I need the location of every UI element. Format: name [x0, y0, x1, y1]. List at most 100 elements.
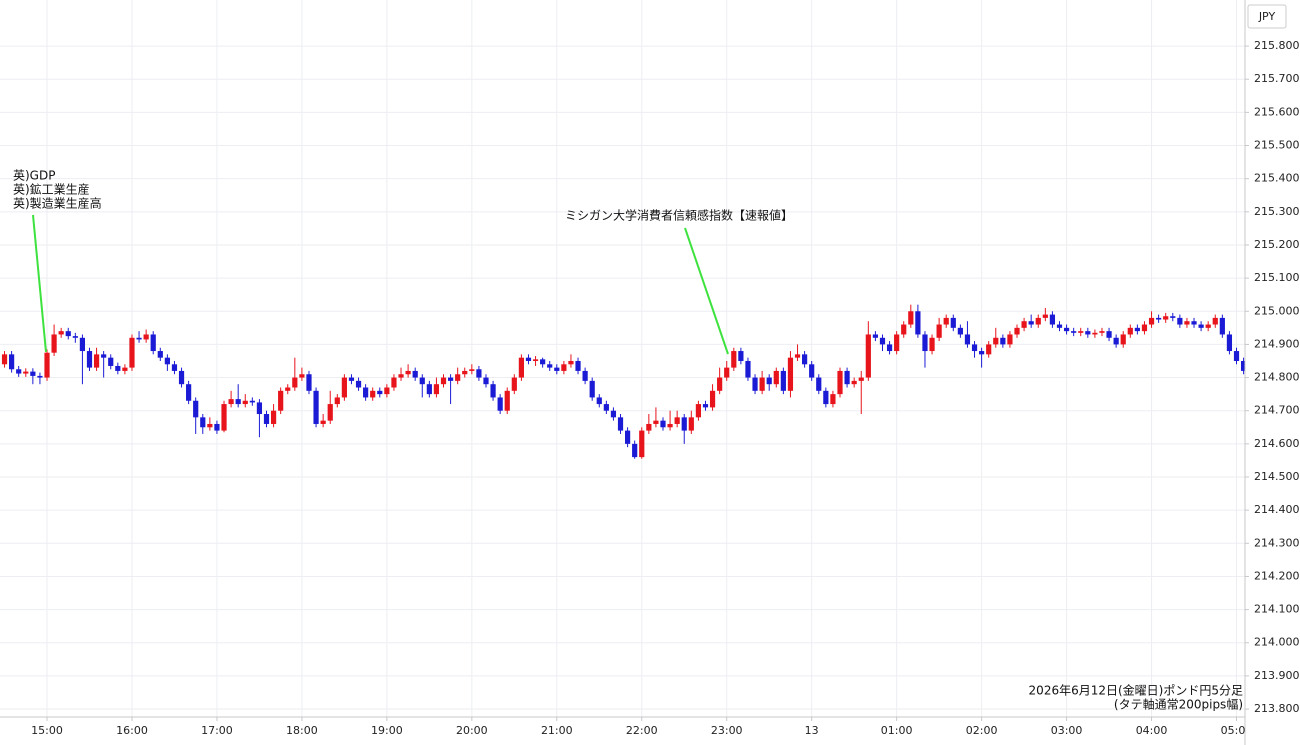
candle-body — [426, 384, 432, 395]
candle-body — [1156, 317, 1162, 320]
candle-body — [249, 400, 255, 403]
candle-body — [886, 344, 893, 352]
y-tick-label: 215.400 — [1254, 172, 1300, 185]
candle-body — [1, 354, 8, 365]
candle-body — [1028, 321, 1034, 325]
candle-body — [299, 374, 305, 378]
candle-body — [341, 377, 347, 398]
candle-body — [738, 351, 744, 361]
candle-body — [278, 390, 284, 411]
x-tick-label: 01:00 — [881, 724, 913, 737]
candle-body — [1148, 317, 1155, 325]
candle-body — [908, 311, 914, 325]
candle-body — [320, 420, 326, 424]
candle-body — [823, 390, 829, 405]
candle-body — [844, 370, 850, 385]
candle-body — [624, 430, 631, 444]
candle-body — [752, 377, 758, 391]
candle-body — [101, 354, 107, 358]
y-tick-label: 215.300 — [1254, 205, 1300, 218]
candle-body — [971, 344, 978, 352]
candle-body — [830, 394, 836, 405]
candle-body — [44, 352, 50, 378]
candle-body — [51, 334, 57, 353]
annotation: 英)GDP — [13, 169, 55, 183]
candle-body — [936, 324, 942, 338]
annotation: ミシガン大学消費者信頼感指数【速報値】 — [565, 208, 793, 223]
candle-body — [802, 354, 808, 365]
y-tick-label: 214.400 — [1254, 503, 1300, 516]
candle-body — [582, 370, 588, 381]
candle-body — [405, 370, 411, 375]
candle-body — [1035, 317, 1041, 325]
candle-body — [568, 360, 574, 365]
candle-body — [1233, 351, 1240, 361]
candle-body — [511, 377, 517, 391]
candle-body — [617, 417, 624, 431]
candle-body — [23, 371, 29, 374]
y-tick-label: 214.600 — [1254, 437, 1300, 450]
candle-body — [1163, 316, 1169, 320]
candle-body — [497, 397, 503, 411]
x-tick-label: 05:00 — [1221, 724, 1253, 737]
candle-body — [950, 317, 956, 328]
candle-body — [483, 377, 489, 385]
y-tick-label: 215.600 — [1254, 105, 1300, 118]
candle-body — [270, 410, 277, 424]
candle-body — [72, 336, 78, 338]
candle-body — [263, 414, 270, 424]
candle-body — [702, 404, 709, 408]
candle-body — [1085, 331, 1091, 335]
candle-body — [37, 375, 43, 378]
x-tick-label: 20:00 — [456, 724, 488, 737]
candle-body — [540, 359, 546, 365]
candle-body — [433, 384, 440, 395]
candle-body — [688, 417, 694, 431]
candle-body — [879, 337, 886, 345]
candle-body — [632, 443, 638, 458]
candle-body — [1049, 314, 1056, 325]
y-tick-label: 215.800 — [1254, 39, 1300, 52]
candle-body — [327, 404, 333, 421]
candle-body — [561, 364, 567, 371]
candle-body — [370, 390, 376, 398]
candle-body — [136, 337, 142, 340]
annotation: 英)製造業生産高 — [13, 196, 102, 211]
candle-body — [695, 404, 702, 418]
candle-body — [575, 360, 581, 371]
candle-body — [1056, 324, 1063, 328]
x-tick-label: 13 — [805, 724, 819, 737]
candle-body — [228, 399, 234, 405]
y-tick-label: 215.700 — [1254, 72, 1300, 85]
candle-body — [306, 374, 312, 391]
annotation-arrow — [684, 227, 729, 355]
candle-body — [108, 357, 114, 366]
y-tick-label: 214.000 — [1254, 636, 1300, 649]
candle-body — [419, 377, 425, 385]
candle-body — [1205, 324, 1211, 328]
candle-body — [1092, 332, 1098, 335]
candle-body — [150, 334, 156, 352]
candle-body — [129, 337, 135, 368]
candle-body — [79, 337, 86, 352]
candle-body — [894, 334, 900, 352]
x-tick-label: 23:00 — [711, 724, 743, 737]
candle-body — [363, 387, 369, 398]
candle-body — [1078, 331, 1084, 333]
note: (タテ軸通常200pips幅) — [1114, 697, 1243, 712]
x-tick-label: 22:00 — [626, 724, 658, 737]
y-tick-label: 215.100 — [1254, 271, 1300, 284]
candle-body — [476, 369, 482, 378]
candle-body — [816, 377, 822, 391]
candle-body — [1042, 314, 1048, 318]
x-tick-label: 19:00 — [371, 724, 403, 737]
candle-body — [65, 331, 71, 337]
candle-body — [1177, 317, 1183, 325]
candle-body — [794, 354, 801, 358]
candle-body — [1184, 321, 1190, 325]
candle-body — [398, 374, 404, 378]
candle-body — [30, 371, 36, 376]
candle-body — [915, 311, 921, 335]
